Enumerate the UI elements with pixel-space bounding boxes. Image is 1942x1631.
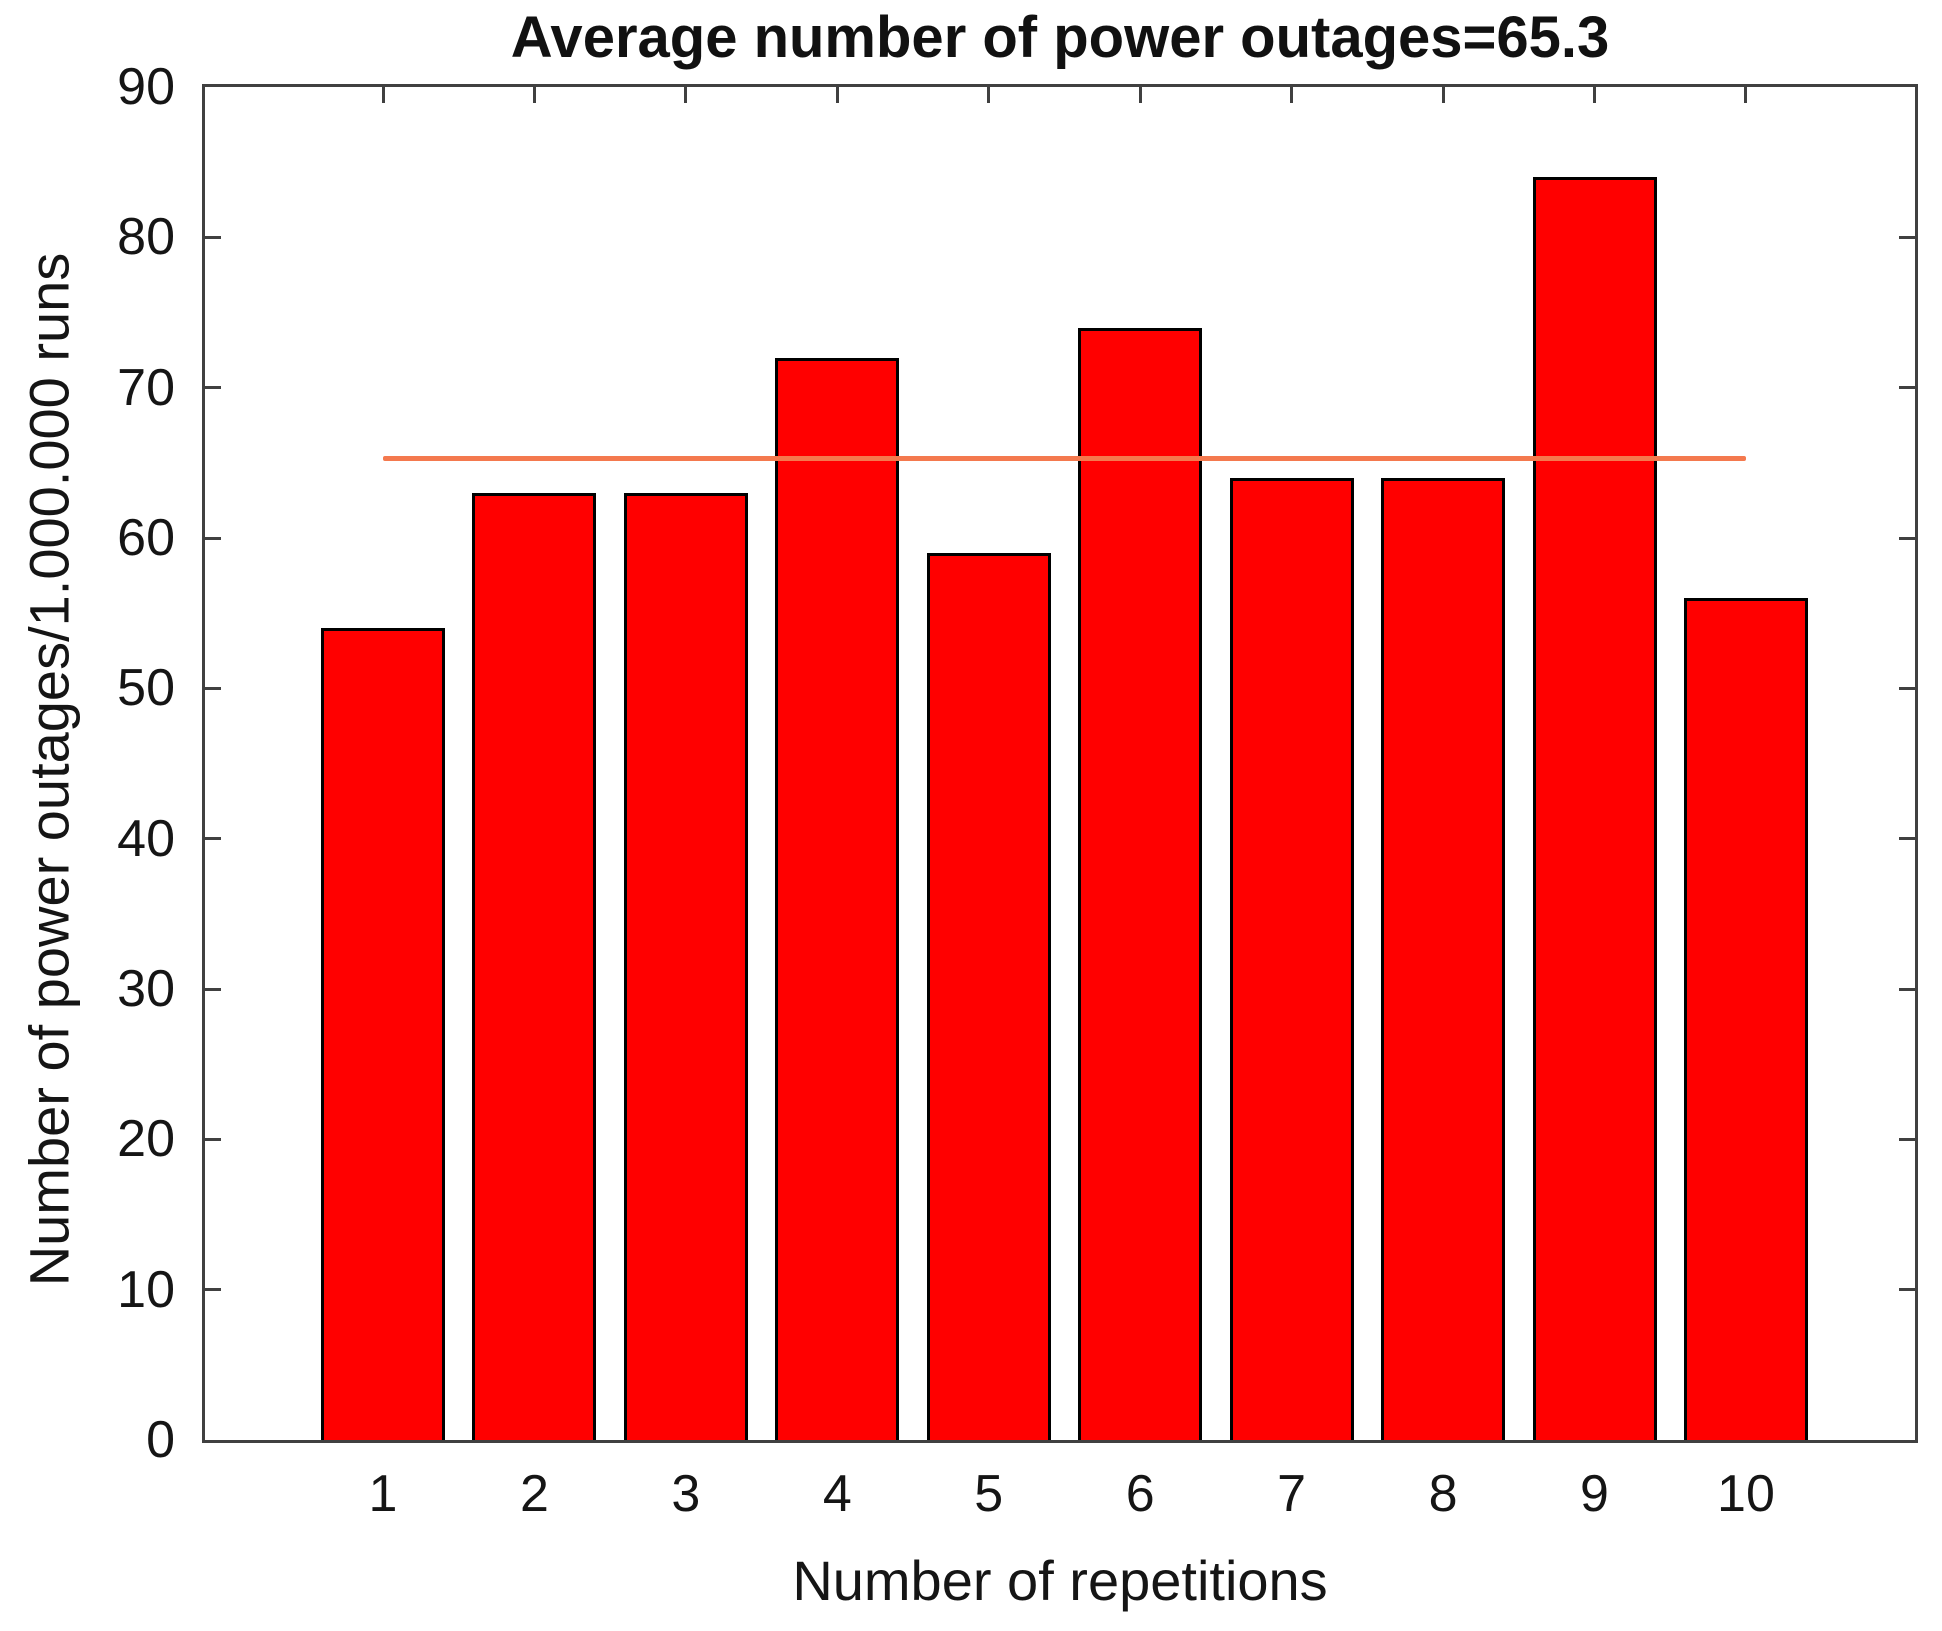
bar-2	[472, 492, 597, 1440]
x-tick-label-2: 2	[519, 1465, 549, 1523]
x-tick-label-5: 5	[974, 1465, 1004, 1523]
x-tick-label-10: 10	[1717, 1465, 1775, 1523]
x-axis-label: Number of repetitions	[792, 1549, 1328, 1612]
y-tick-label-80: 80	[117, 208, 175, 267]
y-tick-label-70: 70	[117, 358, 175, 417]
top-tick-8	[1441, 87, 1445, 103]
x-tick-label-6: 6	[1125, 1465, 1155, 1523]
top-tick-1	[381, 87, 385, 103]
y-tick-label-20: 20	[117, 1110, 175, 1169]
bar-1	[321, 628, 445, 1440]
y-left-tick-50	[205, 686, 221, 690]
bar-7	[1229, 477, 1354, 1440]
x-tick-label-1: 1	[368, 1465, 398, 1523]
y-left-tick-40	[205, 837, 221, 841]
x-tick-label-4: 4	[822, 1465, 852, 1523]
x-tick-label-3: 3	[671, 1465, 701, 1523]
y-tick-label-0: 0	[146, 1411, 175, 1469]
top-tick-2	[532, 87, 536, 103]
bar-8	[1381, 477, 1506, 1440]
bar-10	[1683, 598, 1808, 1440]
bar-5	[926, 553, 1051, 1440]
y-right-tick-20	[1899, 1137, 1915, 1141]
y-left-tick-60	[205, 536, 221, 540]
x-tick-label-9: 9	[1580, 1465, 1609, 1523]
y-right-tick-80	[1899, 235, 1915, 239]
y-left-tick-80	[205, 235, 221, 239]
chart-title: Average number of power outages=65.3	[510, 5, 1610, 70]
top-tick-4	[835, 87, 839, 103]
plot-area	[202, 84, 1918, 1443]
y-tick-label-10: 10	[117, 1260, 175, 1319]
y-left-tick-30	[205, 987, 221, 991]
top-tick-9	[1593, 87, 1597, 103]
y-right-tick-70	[1899, 386, 1915, 390]
y-left-tick-10	[205, 1288, 221, 1292]
y-right-tick-30	[1899, 987, 1915, 991]
y-tick-label-50: 50	[117, 659, 175, 718]
y-tick-label-90: 90	[117, 58, 175, 116]
top-tick-10	[1744, 87, 1748, 103]
top-tick-5	[987, 87, 991, 103]
y-tick-label-30: 30	[117, 960, 175, 1018]
y-left-tick-70	[205, 386, 221, 390]
y-left-tick-20	[205, 1137, 221, 1141]
y-tick-label-40: 40	[117, 809, 175, 868]
mean-line	[383, 455, 1746, 461]
y-right-tick-10	[1899, 1288, 1915, 1292]
top-tick-6	[1138, 87, 1142, 103]
y-right-tick-50	[1899, 686, 1915, 690]
top-tick-7	[1290, 87, 1294, 103]
bar-9	[1532, 177, 1657, 1440]
top-tick-3	[684, 87, 688, 103]
y-tick-label-60: 60	[117, 509, 175, 567]
x-tick-label-8: 8	[1428, 1465, 1458, 1523]
y-right-tick-60	[1899, 536, 1915, 540]
y-right-tick-40	[1899, 837, 1915, 841]
x-tick-label-7: 7	[1277, 1465, 1307, 1523]
bar-4	[775, 357, 900, 1440]
bar-3	[623, 492, 748, 1440]
bar-6	[1078, 327, 1203, 1440]
